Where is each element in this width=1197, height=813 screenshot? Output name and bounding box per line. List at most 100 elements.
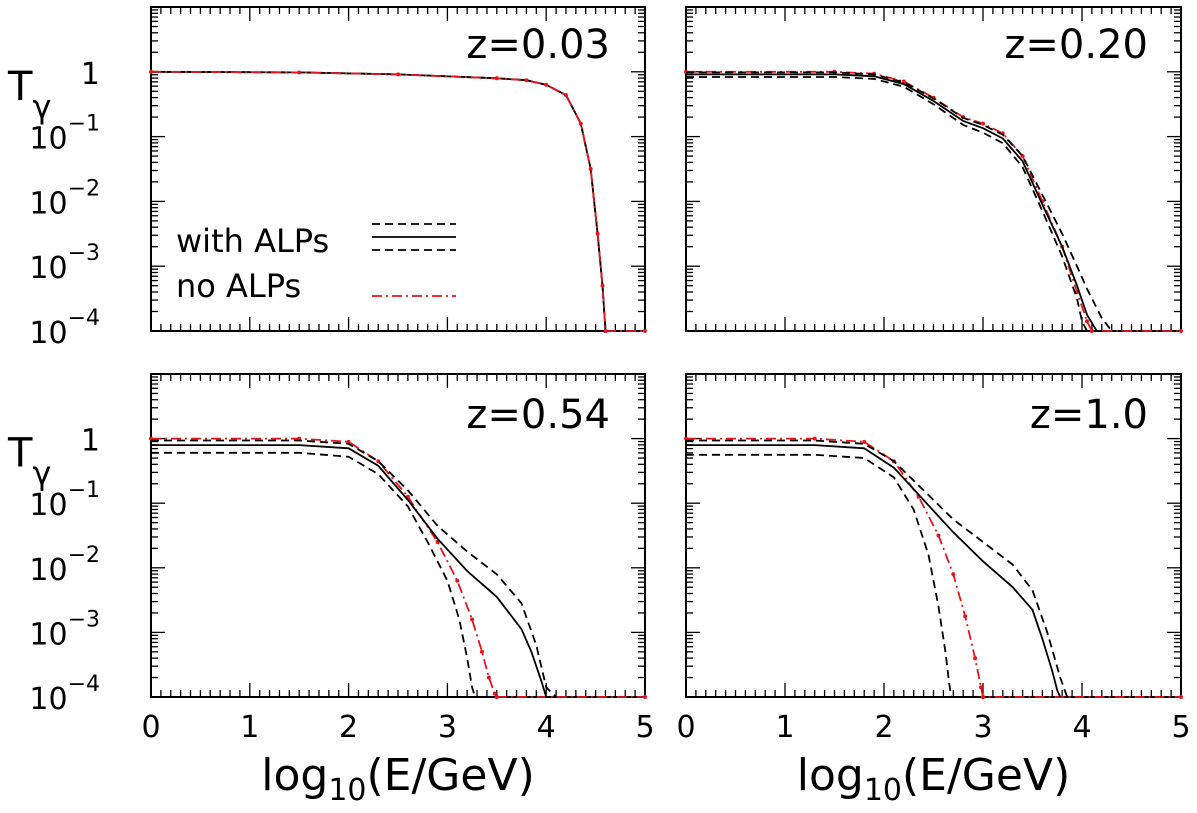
no-alps-point (149, 69, 153, 74)
no-alps-point (563, 93, 568, 98)
y-tick-label: 10−2 (29, 543, 100, 588)
y-tick-label-base: 10 (29, 186, 67, 221)
x-axis-label-rest: (E/GeV) (902, 750, 1070, 801)
y-axis-label-main: T (7, 431, 33, 477)
no-alps-point (346, 439, 351, 444)
series-with-alps-dashed (686, 71, 1117, 332)
no-alps-point (1179, 329, 1183, 333)
no-alps-point (643, 329, 647, 333)
y-tick-label: 10−3 (29, 607, 100, 652)
no-alps-point (396, 72, 400, 77)
x-tick-label: 1 (775, 710, 794, 745)
y-tick-label: 10−3 (29, 241, 100, 286)
panel-2: z=0.20 (684, 6, 1183, 333)
y-tick-label-base: 10 (29, 617, 67, 652)
x-axis-label: log10(E/GeV) (797, 750, 1071, 808)
no-alps-point (479, 649, 484, 654)
legend-label-no-alps: no ALPs (176, 267, 301, 305)
no-alps-point (492, 691, 497, 696)
y-tick-label: 10−1 (29, 478, 100, 523)
y-tick-label-exp: −3 (68, 241, 100, 266)
no-alps-point (470, 617, 475, 622)
no-alps-point (486, 675, 491, 680)
panel-title: z=0.54 (466, 392, 610, 438)
no-alps-point (544, 82, 549, 87)
no-alps-point (524, 78, 529, 83)
x-tick-label: 0 (141, 710, 160, 745)
y-tick-label-exp: −2 (68, 543, 100, 568)
y-tick-label: 10−4 (29, 306, 100, 351)
y-tick-label: 1 (81, 57, 100, 92)
y-tick-label-base: 10 (29, 122, 67, 157)
x-tick-label: 4 (1072, 710, 1091, 745)
y-tick-label-base: 10 (29, 316, 67, 351)
series-no-alps (686, 70, 1181, 332)
no-alps-point (1084, 319, 1089, 324)
no-alps-point (588, 167, 593, 171)
no-alps-point (494, 695, 499, 699)
panel-title: z=0.20 (1004, 22, 1148, 68)
no-alps-point (973, 656, 978, 661)
y-axis-label-sub: γ (32, 455, 51, 493)
no-alps-point (862, 439, 867, 444)
x-axis-label-main: log (797, 750, 864, 801)
no-alps-point (812, 436, 817, 441)
series-with-alps-dashed (686, 453, 953, 698)
no-alps-point (455, 578, 460, 583)
y-tick-label-exp: −1 (68, 478, 100, 503)
y-tick-label-exp: −3 (68, 607, 100, 632)
y-tick-label-base: 10 (29, 682, 67, 717)
no-alps-point (979, 685, 984, 690)
no-alps-point (901, 79, 906, 84)
y-tick-label: 1 (81, 424, 100, 459)
x-tick-label: 5 (1171, 710, 1190, 745)
x-axis-label-sub: 10 (864, 773, 902, 808)
y-tick-label-exp: −2 (68, 176, 100, 201)
x-axis-label-sub: 10 (328, 773, 366, 808)
series-with-alps-dashed (686, 439, 1069, 698)
no-alps-point (963, 614, 968, 619)
x-axis-label-main: log (261, 750, 328, 801)
no-alps-point (1179, 695, 1183, 699)
x-tick-label: 3 (438, 710, 457, 745)
series-with-alps-solid (686, 444, 1062, 698)
legend-label-with-alps: with ALPs (176, 222, 329, 260)
y-tick-label-exp: −4 (68, 306, 100, 331)
y-tick-label-base: 1 (81, 57, 100, 92)
x-tick-label: 2 (874, 710, 893, 745)
no-alps-point (981, 695, 985, 699)
panel-title: z=0.03 (466, 22, 610, 68)
panel-4: z=1.0 0 1 2 3 4 5 log10(E/GeV) (676, 373, 1191, 808)
no-alps-point (981, 121, 985, 126)
y-tick-label-exp: −1 (68, 112, 100, 137)
no-alps-point (595, 231, 600, 236)
y-tick-label-exp: −4 (68, 672, 100, 697)
y-tick-label-base: 1 (81, 424, 100, 459)
no-alps-point (936, 533, 941, 538)
x-tick-label: 1 (240, 710, 259, 745)
no-alps-point (603, 329, 608, 333)
y-axis-label: Tγ (7, 64, 51, 126)
x-tick-label: 3 (973, 710, 992, 745)
panel-title: z=1.0 (1030, 392, 1148, 438)
no-alps-point (951, 572, 956, 577)
series-with-alps-dashed (686, 76, 1088, 332)
y-axis-label-sub: γ (32, 88, 51, 126)
legend: with ALPs no ALPs (176, 222, 456, 305)
y-axis-label: Tγ (7, 431, 51, 493)
x-tick-label: 4 (537, 710, 556, 745)
y-axis-label-main: T (7, 64, 33, 110)
no-alps-point (643, 695, 647, 699)
no-alps-point (297, 70, 302, 75)
x-axis-label: log10(E/GeV) (261, 750, 535, 808)
series-with-alps-dashed (151, 451, 476, 698)
series-with-alps-dashed (151, 439, 557, 698)
series-no-alps (686, 437, 1181, 698)
y-tick-label: 10−1 (29, 112, 100, 157)
no-alps-point (578, 121, 583, 126)
series-with-alps-solid (151, 444, 552, 698)
y-tick-label-base: 10 (29, 553, 67, 588)
